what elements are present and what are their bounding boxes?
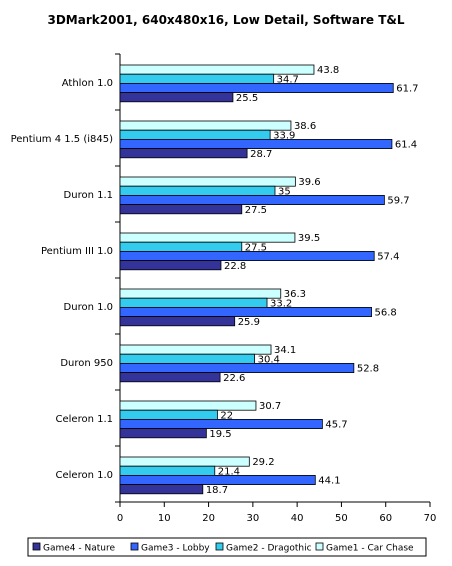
data-label: 52.8: [357, 364, 379, 375]
bar: [119, 288, 282, 299]
x-tick-label: 70: [424, 513, 437, 524]
category-label: Celeron 1.1: [56, 414, 114, 425]
legend-swatch: [130, 542, 139, 551]
data-label: 45.7: [325, 420, 347, 431]
data-label: 30.7: [259, 401, 281, 412]
bar: [119, 353, 256, 364]
legend-label: Game2 - Dragothic: [226, 544, 312, 554]
x-tick-label: 60: [379, 513, 392, 524]
bar: [119, 362, 355, 373]
legend-box: [27, 537, 427, 557]
data-label: 33.9: [273, 130, 295, 141]
bar: [119, 306, 372, 317]
legend-swatch: [215, 542, 224, 551]
bar: [119, 474, 316, 485]
data-label: 61.4: [395, 140, 417, 151]
bar: [119, 465, 216, 476]
data-label: 59.7: [387, 196, 409, 207]
data-label: 28.7: [250, 149, 272, 160]
data-label: 44.1: [318, 476, 340, 487]
category-label: Duron 1.1: [64, 190, 113, 201]
bar: [119, 129, 271, 140]
plot-area: 0 10 20 30 40 50 60 70 Athlon 1.0 43.8 34.7 61.7 25.…: [11, 53, 437, 524]
bar: [119, 120, 292, 131]
bar: [119, 83, 394, 94]
bar: [119, 400, 257, 411]
bar: [119, 241, 243, 252]
bar: [119, 176, 296, 187]
data-label: 38.6: [294, 121, 316, 132]
bar: [119, 484, 204, 495]
category-label: Pentium 4 1.5 (i845): [11, 134, 114, 145]
data-label: 61.7: [396, 84, 418, 95]
data-label: 25.5: [236, 93, 258, 104]
bar: [119, 73, 275, 84]
data-label: 34.7: [277, 74, 299, 85]
bar: [119, 92, 234, 103]
data-label: 39.6: [298, 177, 320, 188]
legend-label: Game3 - Lobby: [141, 544, 210, 554]
data-label: 29.2: [252, 457, 274, 468]
bar: [119, 456, 250, 467]
data-label: 57.4: [377, 252, 399, 263]
bar: [119, 250, 375, 261]
bar: [119, 297, 268, 308]
x-tick-label: 30: [246, 513, 259, 524]
legend-label: Game4 - Nature: [43, 544, 115, 554]
legend: Game4 - Nature Game3 - Lobby Game2 - Drago…: [27, 537, 427, 557]
bar: [119, 185, 276, 196]
data-label: 25.9: [238, 317, 260, 328]
data-label: 56.8: [375, 308, 397, 319]
category-label: Duron 1.0: [64, 302, 113, 313]
bar: [119, 232, 296, 243]
category-label: Athlon 1.0: [62, 78, 113, 89]
data-label: 27.5: [245, 242, 267, 253]
data-label: 36.3: [284, 289, 306, 300]
bar: [119, 409, 218, 420]
legend-label: Game1 - Car Chase: [326, 544, 414, 554]
bar: [119, 148, 248, 159]
legend-swatch: [32, 542, 41, 551]
category-label: Celeron 1.0: [56, 470, 114, 481]
data-label: 19.5: [209, 429, 231, 440]
x-tick-label: 0: [117, 513, 123, 524]
x-tick-label: 20: [202, 513, 215, 524]
data-label: 22.6: [223, 373, 245, 384]
legend-swatch: [315, 542, 324, 551]
bar: [119, 138, 393, 149]
category-label: Pentium III 1.0: [41, 246, 113, 257]
chart-title: 3DMark2001, 640x480x16, Low Detail, Soft…: [47, 13, 404, 27]
bar: [119, 64, 315, 75]
data-label: 35: [278, 186, 291, 197]
data-label: 22: [220, 410, 233, 421]
data-label: 27.5: [245, 205, 267, 216]
data-label: 21.4: [218, 466, 240, 477]
bar: [119, 428, 207, 439]
data-label: 34.1: [274, 345, 296, 356]
x-tick-label: 50: [335, 513, 348, 524]
category-label: Duron 950: [60, 358, 113, 369]
bar: [119, 316, 236, 327]
bar: [119, 344, 272, 355]
data-label: 30.4: [258, 354, 280, 365]
x-tick-label: 40: [291, 513, 304, 524]
x-tick-label: 10: [158, 513, 171, 524]
bar: [119, 204, 243, 215]
bar: [119, 260, 222, 271]
bar: [119, 372, 221, 383]
data-label: 18.7: [206, 485, 228, 496]
bar: [119, 418, 323, 429]
bar: [119, 194, 385, 205]
data-label: 22.8: [224, 261, 246, 272]
data-label: 39.5: [298, 233, 320, 244]
data-label: 33.2: [270, 298, 292, 309]
data-label: 43.8: [317, 65, 339, 76]
